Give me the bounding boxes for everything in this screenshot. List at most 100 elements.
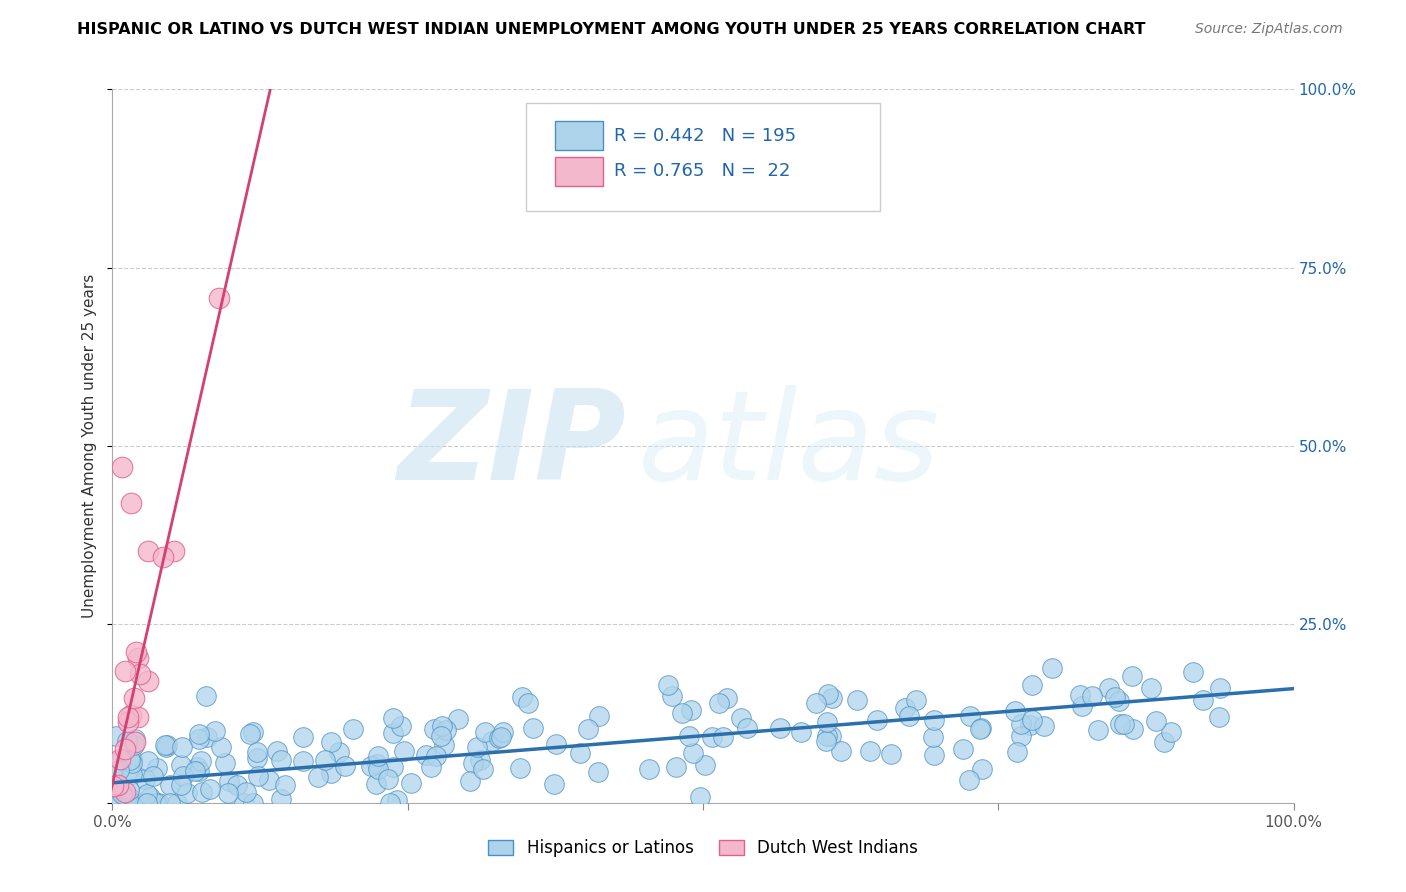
Point	[136, 544, 159, 558]
Point	[474, 724, 496, 739]
Point	[1021, 713, 1043, 727]
Point	[172, 769, 194, 783]
Point	[385, 793, 408, 807]
Point	[105, 765, 128, 780]
Point	[830, 744, 852, 758]
Point	[107, 781, 129, 796]
Point	[737, 721, 759, 735]
Text: ZIP: ZIP	[398, 385, 626, 507]
Point	[1033, 719, 1056, 733]
Point	[187, 727, 209, 741]
Point	[108, 763, 131, 777]
Point	[815, 734, 838, 748]
Point	[342, 722, 364, 736]
Point	[204, 724, 226, 739]
Point	[1108, 694, 1130, 708]
Point	[880, 747, 903, 761]
Point	[246, 745, 269, 759]
Point	[458, 774, 481, 789]
Point	[114, 785, 136, 799]
Point	[381, 710, 404, 724]
Point	[1040, 661, 1063, 675]
Point	[120, 753, 142, 767]
Point	[242, 725, 264, 739]
Point	[817, 687, 839, 701]
Point	[314, 753, 336, 767]
Point	[425, 748, 447, 763]
Point	[188, 731, 211, 746]
Point	[321, 735, 343, 749]
Point	[122, 796, 145, 810]
Point	[208, 291, 231, 305]
Point	[382, 760, 405, 774]
Point	[1104, 690, 1126, 705]
Point	[693, 757, 716, 772]
Point	[465, 740, 488, 755]
Point	[1144, 714, 1167, 729]
Point	[898, 709, 921, 723]
Point	[820, 729, 842, 743]
Point	[905, 692, 928, 706]
Point	[266, 744, 288, 758]
Point	[190, 754, 212, 768]
Point	[136, 754, 159, 768]
Point	[242, 796, 264, 810]
Point	[128, 667, 150, 681]
Text: atlas: atlas	[638, 385, 941, 507]
Point	[163, 544, 186, 558]
Point	[257, 772, 280, 787]
Point	[846, 693, 869, 707]
Point	[124, 735, 146, 749]
Point	[1109, 716, 1132, 731]
Point	[122, 739, 145, 753]
Point	[131, 796, 153, 810]
Point	[769, 721, 792, 735]
Point	[821, 690, 844, 705]
Point	[1069, 689, 1091, 703]
Point	[152, 549, 174, 564]
Point	[134, 796, 156, 810]
Point	[115, 733, 138, 747]
Point	[124, 732, 146, 747]
Point	[730, 710, 752, 724]
Point	[191, 785, 214, 799]
Point	[1208, 709, 1230, 723]
Point	[1010, 717, 1032, 731]
Point	[135, 796, 157, 810]
Point	[155, 738, 177, 752]
Point	[170, 739, 193, 754]
Point	[661, 689, 683, 703]
Point	[114, 742, 136, 756]
Point	[790, 724, 813, 739]
Point	[114, 789, 136, 803]
Point	[671, 706, 693, 721]
Point	[122, 690, 145, 705]
Point	[389, 719, 412, 733]
Point	[159, 796, 181, 810]
Point	[970, 762, 993, 776]
Point	[292, 731, 315, 745]
Point	[859, 744, 882, 758]
Point	[321, 766, 343, 780]
Point	[120, 796, 142, 810]
Point	[568, 746, 591, 760]
Point	[1112, 717, 1135, 731]
Point	[509, 761, 531, 775]
Point	[198, 782, 221, 797]
Point	[657, 678, 679, 692]
Point	[1018, 718, 1040, 732]
Point	[1021, 678, 1043, 692]
Point	[129, 796, 152, 810]
Point	[637, 762, 659, 776]
Bar	[555, 121, 603, 150]
Point	[111, 460, 134, 475]
Text: Source: ZipAtlas.com: Source: ZipAtlas.com	[1195, 22, 1343, 37]
Point	[588, 764, 610, 779]
Point	[922, 748, 945, 763]
Point	[716, 690, 738, 705]
Point	[492, 724, 515, 739]
Point	[1004, 704, 1026, 718]
Point	[107, 778, 129, 792]
Point	[103, 779, 125, 793]
Point	[105, 778, 128, 792]
